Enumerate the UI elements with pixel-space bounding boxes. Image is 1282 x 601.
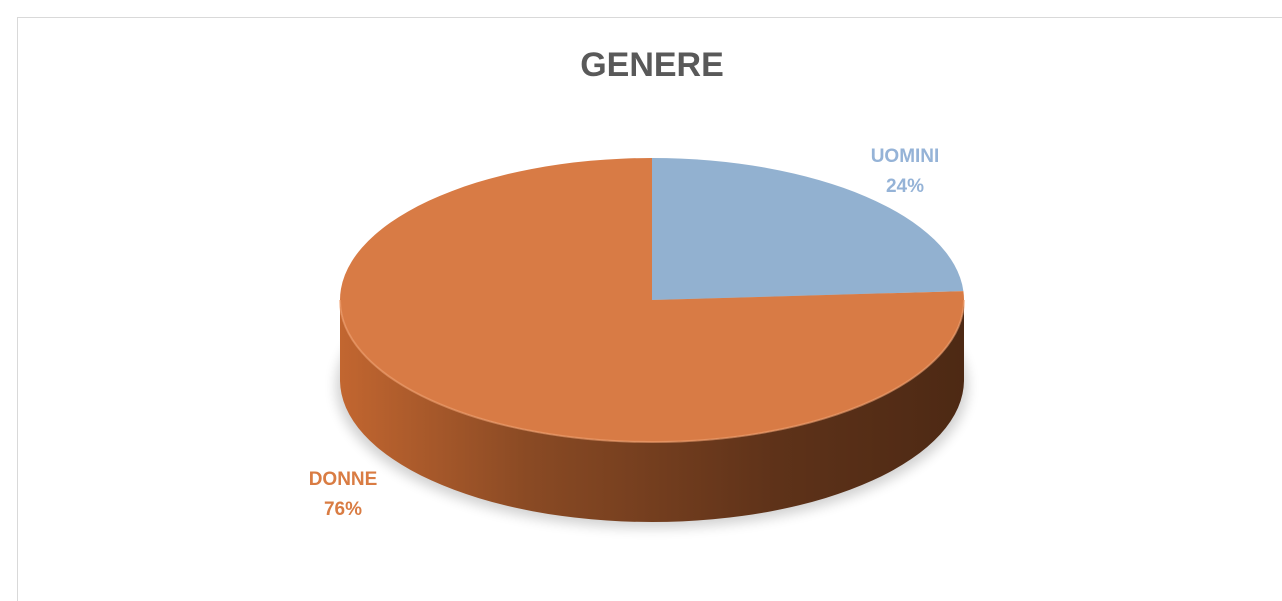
pie-slice (652, 158, 964, 300)
slice-value-label: 76% (324, 499, 362, 520)
slice-value-label: 24% (886, 176, 924, 197)
pie-rim (339, 299, 965, 443)
chart-title: GENERE (580, 46, 724, 84)
pie-slice (340, 158, 965, 442)
slice-label: DONNE (309, 469, 378, 490)
slice-label: UOMINI (871, 146, 940, 167)
pie-side (340, 300, 964, 522)
